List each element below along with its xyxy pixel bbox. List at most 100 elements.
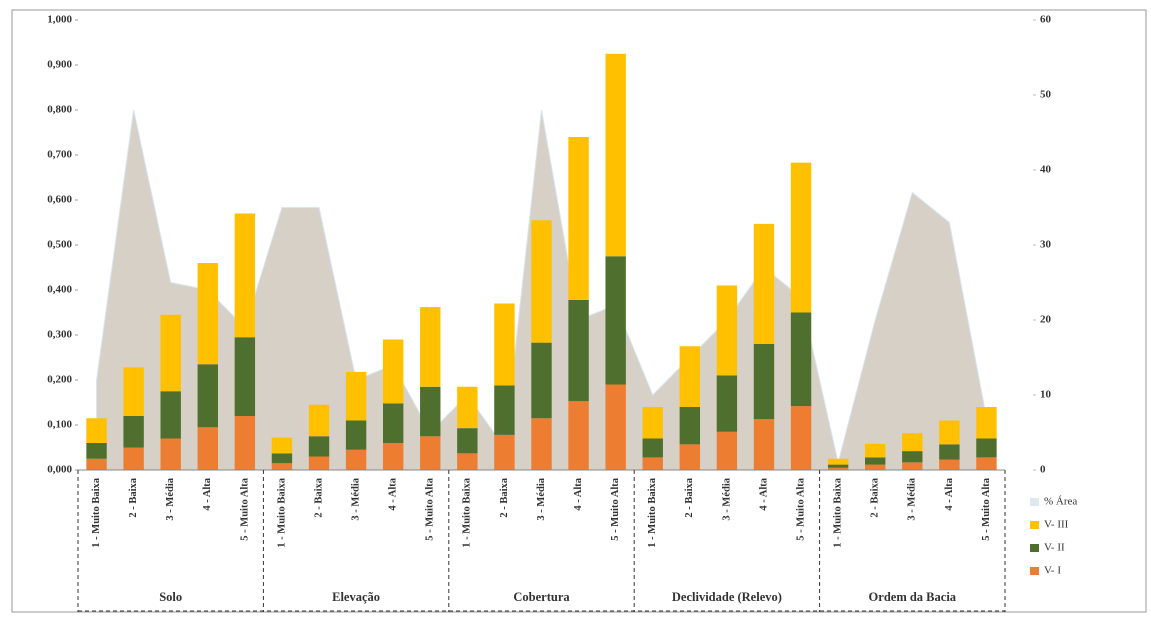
y-tick-label: 0,800	[47, 104, 72, 116]
bar-segment	[790, 162, 812, 313]
x-tick-label: 2 - Baixa	[128, 477, 139, 517]
x-tick-label: 5 - Muito Alta	[425, 477, 436, 540]
x-tick-label: 3 - Média	[351, 477, 362, 520]
bar-segment	[531, 220, 552, 343]
legend-label: % Área	[1044, 496, 1077, 508]
x-tick-label: 1 - Muito Baixa	[276, 477, 287, 547]
chart-border	[11, 9, 1147, 613]
bar-segment	[494, 385, 515, 435]
x-tick-label: 3 - Média	[721, 477, 732, 520]
bar-segment	[642, 438, 663, 458]
group-label: Declividade (Relevo)	[672, 590, 782, 604]
bar-segment	[494, 303, 515, 386]
bar-segment	[86, 443, 107, 459]
bar-segment	[642, 457, 663, 470]
x-tick-label: 5 - Muito Alta	[239, 477, 250, 540]
bar-segment	[865, 457, 886, 465]
x-tick-label: 2 - Baixa	[313, 477, 324, 517]
x-tick-label: 3 - Média	[536, 477, 547, 520]
legend-swatch	[1030, 544, 1039, 552]
x-tick-label: 2 - Baixa	[870, 477, 881, 517]
y2-tick-label: 40	[1040, 164, 1052, 176]
bar-segment	[605, 256, 626, 385]
bar-segment	[790, 406, 812, 470]
y-tick-label: 1,000	[47, 14, 72, 26]
y2-tick-label: 30	[1040, 239, 1052, 251]
bar-segment	[827, 458, 849, 465]
bar-segment	[865, 443, 886, 458]
bar-segment	[605, 384, 626, 470]
bar-segment	[308, 404, 330, 437]
y-tick-label: 0,000	[47, 464, 72, 476]
y-tick-label: 0,400	[47, 284, 72, 296]
x-tick-label: 4 - Alta	[758, 477, 769, 510]
x-tick-label: 4 - Alta	[573, 477, 584, 510]
x-tick-label: 4 - Alta	[388, 477, 399, 510]
bar-segment	[716, 431, 738, 470]
x-tick-label: 4 - Alta	[202, 477, 213, 510]
x-tick-label: 2 - Baixa	[684, 477, 695, 517]
bar-segment	[123, 416, 144, 448]
bar-segment	[234, 337, 256, 416]
bar-segment	[790, 312, 812, 407]
bar-segment	[976, 407, 997, 439]
bar-segment	[382, 339, 404, 404]
bar-segment	[420, 386, 441, 437]
bar-segment	[160, 391, 181, 439]
group-label: Elevação	[332, 590, 380, 604]
bar-segment	[605, 53, 626, 257]
bar-segment	[716, 375, 738, 432]
bar-segment	[679, 346, 701, 407]
y2-tick-label: 20	[1040, 314, 1052, 326]
y-tick-label: 0,500	[47, 239, 72, 251]
x-tick-label: 5 - Muito Alta	[981, 477, 992, 540]
x-tick-label: 3 - Média	[165, 477, 176, 520]
bar-segment	[976, 457, 997, 470]
bar-segment	[531, 418, 552, 470]
x-tick-label: 1 - Muito Baixa	[462, 477, 473, 547]
bar-segment	[197, 427, 218, 470]
legend-label: V- III	[1044, 519, 1069, 531]
bar-segment	[902, 433, 923, 452]
y-tick-label: 0,600	[47, 194, 72, 206]
bar-segment	[939, 420, 960, 445]
bar-segment	[382, 403, 404, 443]
bar-segment	[382, 443, 404, 470]
bar-segment	[345, 371, 367, 421]
x-tick-label: 2 - Baixa	[499, 477, 510, 517]
bar-segment	[86, 458, 107, 470]
bar-segment	[568, 137, 589, 300]
bar-segment	[939, 459, 960, 470]
x-tick-label: 5 - Muito Alta	[610, 477, 621, 540]
legend-label: V- I	[1044, 565, 1061, 577]
bar-segment	[345, 420, 367, 450]
bar-segment	[679, 444, 701, 470]
group-label: Cobertura	[513, 590, 570, 604]
bar-segment	[457, 453, 478, 470]
legend-swatch	[1030, 521, 1039, 529]
bar-segment	[345, 449, 367, 470]
bar-segment	[308, 436, 330, 457]
bar-segment	[827, 467, 849, 470]
bar-segment	[160, 438, 181, 470]
x-tick-label: 1 - Muito Baixa	[647, 477, 658, 547]
bar-segment	[939, 444, 960, 460]
x-tick-label: 3 - Média	[907, 477, 918, 520]
bar-segment	[457, 386, 478, 429]
bar-segment	[234, 213, 256, 338]
bar-segment	[420, 307, 441, 387]
bar-segment	[976, 438, 997, 458]
legend-swatch	[1030, 498, 1039, 506]
group-label: Solo	[159, 590, 182, 604]
y-tick-label: 0,300	[47, 329, 72, 341]
bar-segment	[197, 263, 218, 365]
bar-segment	[568, 299, 589, 402]
bar-segment	[271, 463, 293, 470]
bar-segment	[494, 434, 515, 470]
bar-segment	[716, 285, 738, 376]
bar-segment	[865, 464, 886, 470]
bar-segment	[902, 462, 923, 470]
x-tick-label: 1 - Muito Baixa	[833, 477, 844, 547]
bar-segment	[753, 223, 775, 344]
